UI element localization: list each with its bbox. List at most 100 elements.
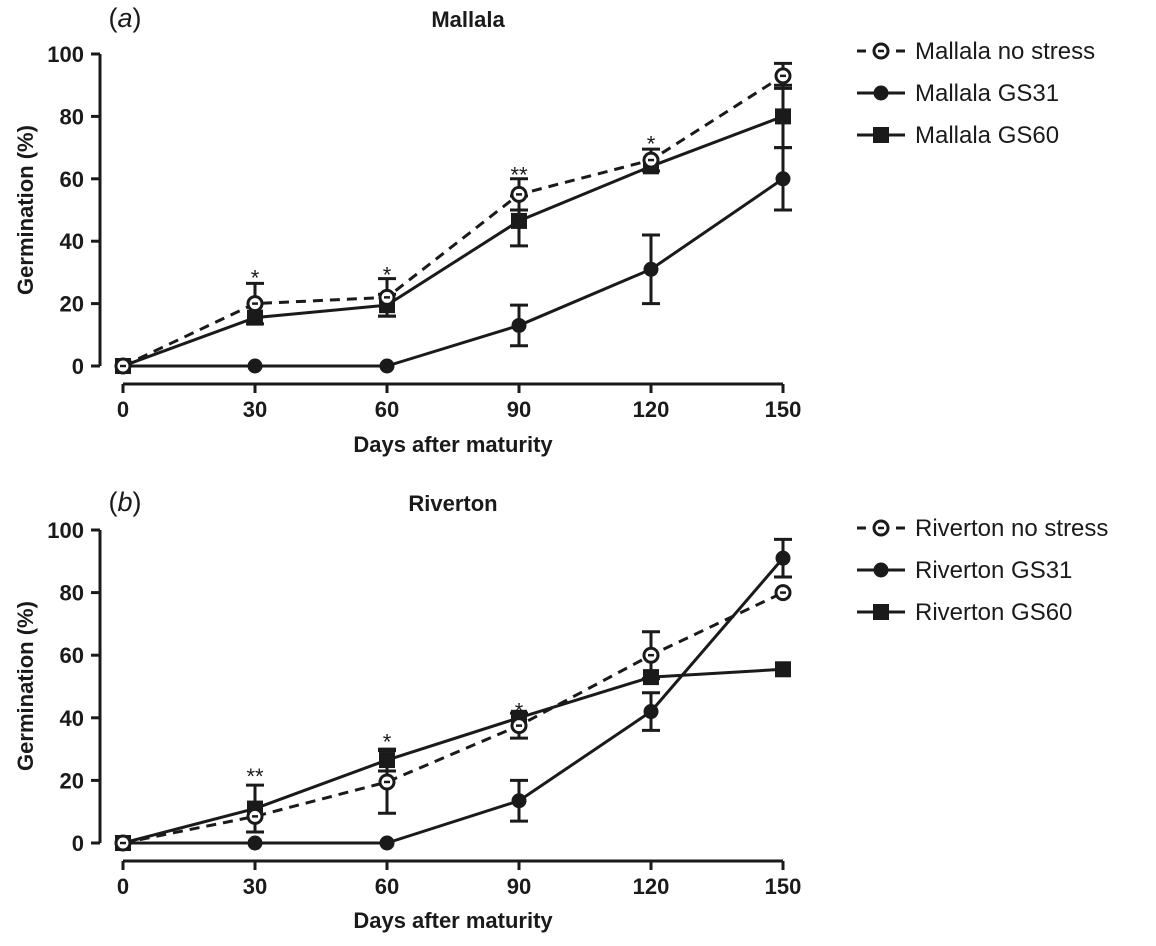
significance-label: * [383,262,392,287]
legend-marker [873,604,889,620]
data-point [247,835,263,851]
significance-label: * [647,131,656,156]
data-point [511,793,527,809]
y-tick-label: 100 [47,42,84,67]
x-axis-title: Days after maturity [353,432,553,457]
legend-item: Riverton no stress [857,515,1108,542]
data-point [511,317,527,333]
data-point [643,261,659,277]
x-tick-label: 0 [117,874,129,899]
legend-label: Mallala no stress [915,38,1095,65]
data-point [775,661,791,678]
legend-marker [872,519,890,537]
legend-item: Mallala GS31 [857,80,1059,107]
data-point [775,550,791,566]
chart-title: Mallala [431,7,505,32]
data-point [510,717,528,735]
x-tick-label: 30 [243,874,267,899]
x-tick-label: 150 [765,397,802,422]
x-axis-title: Days after maturity [353,908,553,933]
series-riverton-no-stress [114,584,792,852]
series-mallala-gs60 [115,83,792,374]
series-line [122,667,784,845]
data-point [643,704,659,720]
data-point [114,834,132,852]
x-tick-label: 30 [243,397,267,422]
x-tick-label: 150 [765,874,802,899]
data-point [642,151,660,169]
data-point [775,171,791,187]
legend-marker [873,85,889,101]
data-point [774,67,792,85]
legend-label: Riverton GS60 [915,599,1072,626]
panel-label-close: ) [133,487,142,517]
series-mallala-gs31 [115,146,792,374]
significance-label: * [383,730,392,755]
y-tick-label: 40 [60,229,84,254]
legend-item: Mallala no stress [857,38,1095,65]
data-point [246,295,264,313]
chart-title: Riverton [408,491,497,516]
legend-label: Mallala GS31 [915,80,1059,107]
x-tick-label: 60 [375,874,399,899]
legend-marker [873,127,889,143]
data-point [775,108,791,125]
panel-label-letter: a [117,3,132,33]
legend-marker [873,562,889,578]
y-tick-label: 0 [72,831,84,856]
chart-panel-b: (b) Riverton 0 20 40 60 80 100 Germination (%) 0 3… [13,487,1108,933]
significance-label: * [515,698,524,723]
x-tick-label: 120 [633,874,670,899]
data-point [510,185,528,203]
legend-item: Riverton GS31 [857,557,1072,584]
series-riverton-gs31 [115,537,792,851]
data-point [378,288,396,306]
panel-label-close: ) [133,3,142,33]
series-line [122,591,784,845]
data-point [642,646,660,664]
y-tick-label: 60 [60,643,84,668]
y-axis-title: Germination (%) [13,601,38,771]
legend-item: Mallala GS60 [857,122,1059,149]
legend-marker [872,42,890,60]
panel-label-letter: b [117,487,132,517]
legend-label: Mallala GS60 [915,122,1059,149]
significance-label: ** [246,764,264,789]
data-point [379,358,395,374]
series-line [122,114,784,368]
series-line [123,557,785,845]
x-tick-label: 90 [507,874,531,899]
x-tick-label: 120 [633,397,670,422]
y-tick-label: 0 [72,354,84,379]
series-line [122,74,784,368]
legend-item: Riverton GS60 [857,599,1072,626]
x-tick-label: 60 [375,397,399,422]
legend: Mallala no stress Mallala GS31 Mallala GS6… [857,38,1095,149]
series-line [123,177,784,368]
data-point [379,835,395,851]
data-point [511,212,527,229]
legend-label: Riverton GS31 [915,557,1072,584]
y-tick-label: 80 [60,581,84,606]
y-tick-label: 20 [60,292,84,317]
significance-label: ** [510,163,528,188]
panel-label: (b) [108,487,141,517]
y-axis-title: Germination (%) [13,125,38,295]
y-tick-label: 60 [60,167,84,192]
y-tick-label: 100 [47,518,84,543]
data-point [247,358,263,374]
data-point [114,357,132,375]
panel-label-open: ( [108,3,117,33]
legend: Riverton no stress Riverton GS31 Riverton … [857,515,1108,626]
series-mallala-no-stress [114,61,792,375]
data-point [378,773,396,791]
legend-label: Riverton no stress [915,515,1108,542]
y-tick-label: 20 [60,768,84,793]
panel-label-open: ( [108,487,117,517]
significance-label: * [251,266,260,291]
data-point [774,584,792,602]
x-tick-label: 0 [117,397,129,422]
chart-panel-a: (a) Mallala 0 20 40 60 80 100 Germination (%) 0 30… [13,3,1095,457]
y-tick-label: 80 [60,104,84,129]
panel-label: (a) [108,3,141,33]
